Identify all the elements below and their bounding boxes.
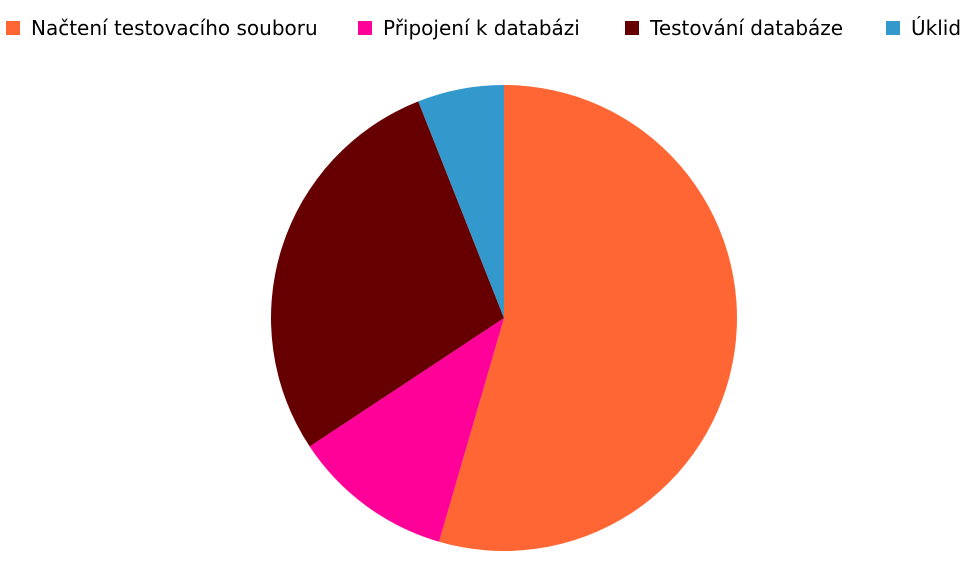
- pie-slice-nacteni: [439, 85, 737, 552]
- pie-slice-testovani: [271, 101, 504, 447]
- legend-label-pripojeni: Připojení k databázi: [383, 16, 580, 40]
- legend-item-nacteni: Načtení testovacího souboru: [6, 14, 318, 42]
- chart-legend: Načtení testovacího souboru Připojení k …: [6, 14, 974, 42]
- legend-label-uklid: Úklid: [911, 16, 962, 40]
- legend-label-nacteni: Načtení testovacího souboru: [31, 16, 318, 40]
- legend-swatch-uklid: [886, 21, 900, 35]
- pie-slice-uklid: [418, 85, 504, 318]
- legend-label-testovani: Testování databáze: [650, 16, 844, 40]
- legend-item-uklid: Úklid: [886, 14, 961, 42]
- legend-swatch-nacteni: [6, 21, 20, 35]
- legend-item-testovani: Testování databáze: [625, 14, 843, 42]
- legend-item-pripojeni: Připojení k databázi: [358, 14, 580, 42]
- legend-swatch-testovani: [625, 21, 639, 35]
- legend-swatch-pripojeni: [358, 21, 372, 35]
- pie-slice-pripojeni: [309, 318, 504, 542]
